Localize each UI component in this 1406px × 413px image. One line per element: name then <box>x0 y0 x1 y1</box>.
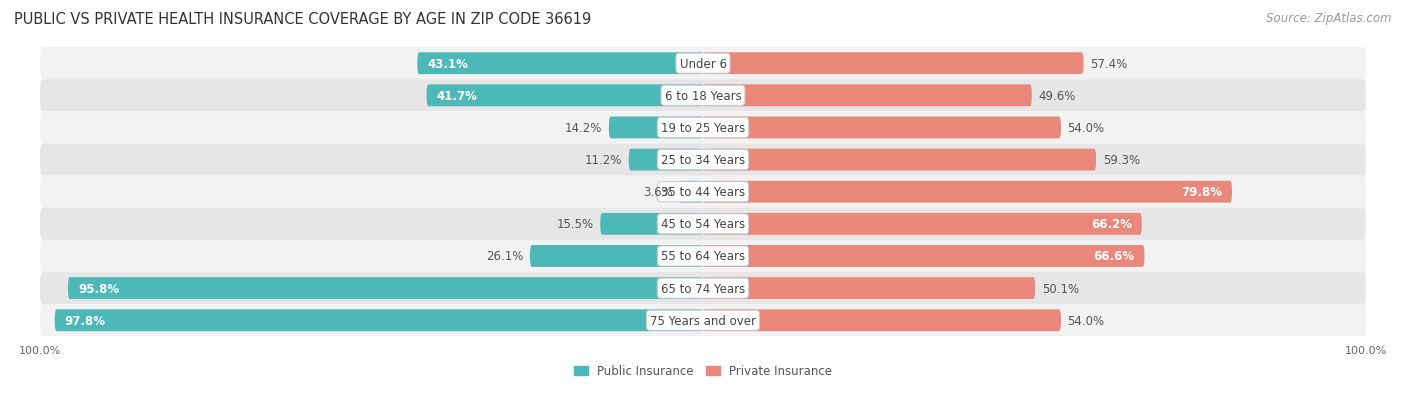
FancyBboxPatch shape <box>609 117 703 139</box>
Text: 35 to 44 Years: 35 to 44 Years <box>661 186 745 199</box>
Text: 26.1%: 26.1% <box>486 250 523 263</box>
FancyBboxPatch shape <box>426 85 703 107</box>
Text: 11.2%: 11.2% <box>585 154 621 167</box>
FancyBboxPatch shape <box>703 310 1062 331</box>
Text: 66.2%: 66.2% <box>1091 218 1132 231</box>
FancyBboxPatch shape <box>41 112 1365 144</box>
Text: PUBLIC VS PRIVATE HEALTH INSURANCE COVERAGE BY AGE IN ZIP CODE 36619: PUBLIC VS PRIVATE HEALTH INSURANCE COVER… <box>14 12 592 27</box>
Text: 75 Years and over: 75 Years and over <box>650 314 756 327</box>
Text: 14.2%: 14.2% <box>565 122 602 135</box>
FancyBboxPatch shape <box>703 149 1097 171</box>
FancyBboxPatch shape <box>628 149 703 171</box>
FancyBboxPatch shape <box>67 278 703 299</box>
FancyBboxPatch shape <box>41 144 1365 176</box>
FancyBboxPatch shape <box>703 85 1032 107</box>
FancyBboxPatch shape <box>703 245 1144 267</box>
Text: 65 to 74 Years: 65 to 74 Years <box>661 282 745 295</box>
Text: 49.6%: 49.6% <box>1039 90 1076 102</box>
Text: 45 to 54 Years: 45 to 54 Years <box>661 218 745 231</box>
FancyBboxPatch shape <box>703 117 1062 139</box>
Text: 66.6%: 66.6% <box>1094 250 1135 263</box>
Text: 19 to 25 Years: 19 to 25 Years <box>661 122 745 135</box>
FancyBboxPatch shape <box>703 181 1232 203</box>
Text: 43.1%: 43.1% <box>427 57 468 71</box>
Text: 55 to 64 Years: 55 to 64 Years <box>661 250 745 263</box>
FancyBboxPatch shape <box>41 240 1365 273</box>
FancyBboxPatch shape <box>600 214 703 235</box>
FancyBboxPatch shape <box>703 53 1084 75</box>
Text: 25 to 34 Years: 25 to 34 Years <box>661 154 745 167</box>
FancyBboxPatch shape <box>530 245 703 267</box>
FancyBboxPatch shape <box>41 304 1365 337</box>
FancyBboxPatch shape <box>418 53 703 75</box>
Text: Source: ZipAtlas.com: Source: ZipAtlas.com <box>1267 12 1392 25</box>
Text: 97.8%: 97.8% <box>65 314 105 327</box>
Text: 57.4%: 57.4% <box>1090 57 1128 71</box>
Text: 54.0%: 54.0% <box>1067 314 1105 327</box>
FancyBboxPatch shape <box>55 310 703 331</box>
Text: 59.3%: 59.3% <box>1102 154 1140 167</box>
FancyBboxPatch shape <box>41 176 1365 208</box>
Text: 3.6%: 3.6% <box>643 186 672 199</box>
Text: 95.8%: 95.8% <box>77 282 120 295</box>
FancyBboxPatch shape <box>41 273 1365 304</box>
Text: Under 6: Under 6 <box>679 57 727 71</box>
Text: 6 to 18 Years: 6 to 18 Years <box>665 90 741 102</box>
FancyBboxPatch shape <box>703 278 1035 299</box>
FancyBboxPatch shape <box>41 80 1365 112</box>
Text: 15.5%: 15.5% <box>557 218 593 231</box>
FancyBboxPatch shape <box>41 208 1365 240</box>
Text: 54.0%: 54.0% <box>1067 122 1105 135</box>
Text: 79.8%: 79.8% <box>1181 186 1222 199</box>
Text: 50.1%: 50.1% <box>1042 282 1078 295</box>
FancyBboxPatch shape <box>41 48 1365 80</box>
Legend: Public Insurance, Private Insurance: Public Insurance, Private Insurance <box>574 365 832 377</box>
Text: 41.7%: 41.7% <box>436 90 478 102</box>
FancyBboxPatch shape <box>703 214 1142 235</box>
FancyBboxPatch shape <box>679 181 703 203</box>
